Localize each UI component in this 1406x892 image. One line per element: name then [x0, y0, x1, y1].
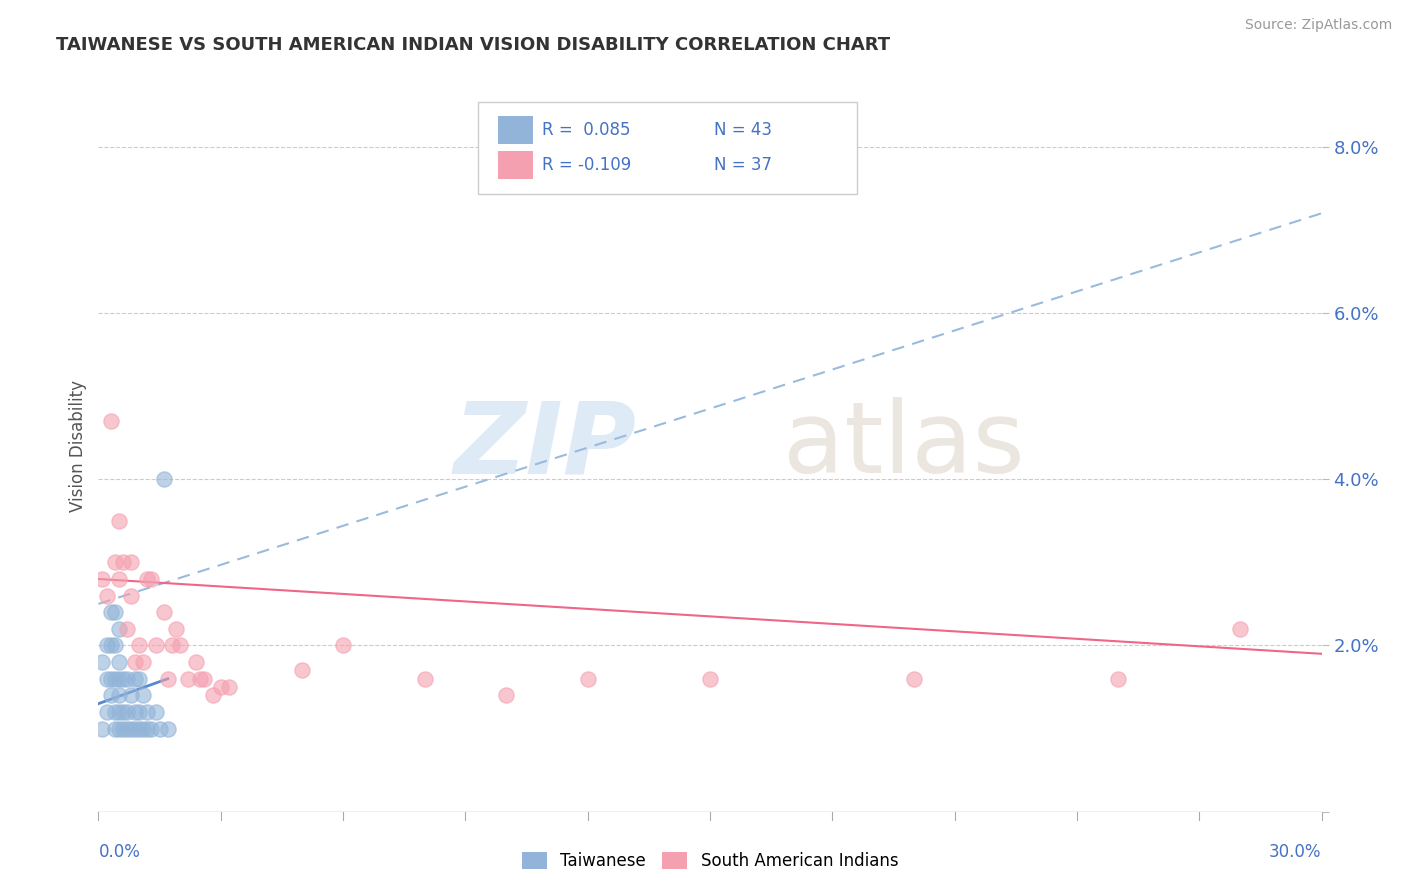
Point — [699, 672, 721, 686]
Point — [152, 605, 174, 619]
Text: N = 37: N = 37 — [714, 156, 772, 174]
Point — [100, 672, 122, 686]
Point — [111, 672, 134, 686]
Point — [104, 672, 127, 686]
Point — [91, 655, 114, 669]
Point — [128, 672, 150, 686]
Text: 0.0%: 0.0% — [98, 843, 141, 861]
Point — [291, 664, 314, 678]
Point — [136, 572, 159, 586]
Point — [576, 672, 599, 686]
Text: atlas: atlas — [783, 398, 1025, 494]
Point — [108, 572, 131, 586]
FancyBboxPatch shape — [478, 103, 856, 194]
Text: N = 43: N = 43 — [714, 121, 772, 139]
Point — [132, 722, 155, 736]
Point — [104, 639, 127, 653]
Point — [145, 639, 167, 653]
Point — [108, 514, 131, 528]
Point — [115, 672, 138, 686]
Point — [120, 589, 142, 603]
Point — [104, 605, 127, 619]
Text: TAIWANESE VS SOUTH AMERICAN INDIAN VISION DISABILITY CORRELATION CHART: TAIWANESE VS SOUTH AMERICAN INDIAN VISIO… — [56, 36, 890, 54]
Point — [160, 639, 183, 653]
Point — [124, 655, 146, 669]
Point — [124, 672, 146, 686]
Point — [108, 672, 131, 686]
Point — [111, 705, 134, 719]
Point — [111, 555, 134, 569]
Point — [96, 705, 118, 719]
Point — [111, 722, 134, 736]
Point — [128, 722, 150, 736]
Point — [100, 414, 122, 428]
Point — [193, 672, 215, 686]
Point — [141, 572, 163, 586]
Point — [91, 572, 114, 586]
Point — [332, 639, 354, 653]
Point — [100, 639, 122, 653]
Point — [120, 689, 142, 703]
Point — [124, 705, 146, 719]
Point — [124, 722, 146, 736]
Point — [108, 705, 131, 719]
Point — [104, 722, 127, 736]
Point — [96, 639, 118, 653]
Point — [104, 705, 127, 719]
Point — [96, 672, 118, 686]
Point — [128, 639, 150, 653]
Point — [115, 622, 138, 636]
Legend: Taiwanese, South American Indians: Taiwanese, South American Indians — [515, 845, 905, 877]
Text: R =  0.085: R = 0.085 — [543, 121, 631, 139]
Point — [145, 705, 167, 719]
Point — [165, 622, 187, 636]
Point — [188, 672, 212, 686]
Point — [152, 472, 174, 486]
Bar — [498, 152, 533, 179]
Point — [96, 589, 118, 603]
Y-axis label: Vision Disability: Vision Disability — [69, 380, 87, 512]
Point — [413, 672, 436, 686]
Point — [108, 655, 131, 669]
Text: 30.0%: 30.0% — [1270, 843, 1322, 861]
Point — [104, 555, 127, 569]
Point — [186, 655, 208, 669]
Point — [1107, 672, 1129, 686]
Point — [1229, 622, 1251, 636]
Point — [156, 722, 179, 736]
Bar — [498, 116, 533, 144]
Point — [201, 689, 224, 703]
Point — [149, 722, 172, 736]
Point — [156, 672, 179, 686]
Text: ZIP: ZIP — [454, 398, 637, 494]
Point — [108, 622, 131, 636]
Point — [136, 722, 159, 736]
Point — [115, 705, 138, 719]
Point — [132, 655, 155, 669]
Point — [128, 705, 150, 719]
Point — [132, 689, 155, 703]
Point — [115, 722, 138, 736]
Point — [100, 689, 122, 703]
Point — [91, 722, 114, 736]
Point — [120, 722, 142, 736]
Text: Source: ZipAtlas.com: Source: ZipAtlas.com — [1244, 18, 1392, 32]
Point — [108, 722, 131, 736]
Text: R = -0.109: R = -0.109 — [543, 156, 631, 174]
Point — [218, 680, 240, 694]
Point — [903, 672, 925, 686]
Point — [136, 705, 159, 719]
Point — [209, 680, 232, 694]
Point — [495, 689, 517, 703]
Point — [120, 555, 142, 569]
Point — [169, 639, 191, 653]
Point — [141, 722, 163, 736]
Point — [108, 689, 131, 703]
Point — [177, 672, 200, 686]
Point — [100, 605, 122, 619]
